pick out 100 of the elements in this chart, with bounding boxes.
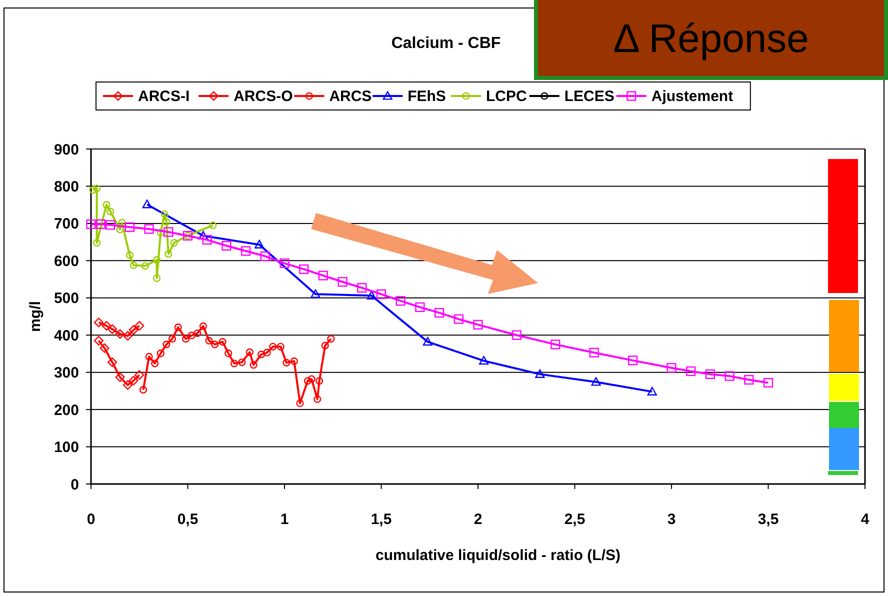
point xyxy=(321,342,329,350)
point xyxy=(116,226,124,234)
point xyxy=(666,363,676,373)
point xyxy=(202,235,212,245)
text: Δ Réponse xyxy=(613,17,809,61)
x-tick-label: 4 xyxy=(860,511,870,528)
point xyxy=(134,370,144,380)
point xyxy=(152,274,161,282)
x-tick-label: 3 xyxy=(667,511,676,528)
point xyxy=(316,377,324,385)
point xyxy=(299,264,309,274)
point xyxy=(250,361,258,369)
point xyxy=(100,343,110,353)
point xyxy=(512,330,522,340)
x-tick-label: 2 xyxy=(474,511,482,528)
point xyxy=(218,338,226,346)
point xyxy=(124,222,134,232)
point xyxy=(102,321,112,331)
point xyxy=(366,290,376,300)
point xyxy=(415,302,425,312)
point xyxy=(280,258,290,268)
point xyxy=(591,377,601,386)
y-tick-label: 700 xyxy=(54,216,79,233)
point xyxy=(209,222,217,230)
x-tick-label: 0 xyxy=(86,511,96,528)
point xyxy=(122,331,133,341)
point xyxy=(276,342,284,350)
point xyxy=(744,374,754,385)
chart-title: Calcium - CBF xyxy=(391,35,501,52)
legend-label: LCPC xyxy=(486,88,527,105)
legend-label: Ajustement xyxy=(651,88,734,105)
point xyxy=(118,218,126,226)
point xyxy=(308,375,316,383)
point xyxy=(260,251,270,261)
point xyxy=(168,335,176,343)
point xyxy=(211,340,219,348)
point xyxy=(182,335,190,343)
point xyxy=(156,228,164,236)
point xyxy=(160,210,168,218)
point xyxy=(222,240,232,251)
point xyxy=(152,256,161,264)
point xyxy=(164,250,172,258)
point xyxy=(142,200,152,208)
y-axis-title: mg/l xyxy=(27,301,44,332)
point xyxy=(282,358,290,366)
point xyxy=(376,289,386,299)
point xyxy=(290,357,298,365)
point xyxy=(93,239,101,247)
point xyxy=(93,184,101,192)
point xyxy=(162,340,170,348)
point xyxy=(162,218,170,226)
point xyxy=(174,323,182,332)
point xyxy=(102,201,110,209)
point xyxy=(263,348,271,356)
point xyxy=(134,321,144,331)
point xyxy=(304,377,312,385)
point xyxy=(357,283,367,293)
point xyxy=(724,371,734,381)
point xyxy=(705,369,715,379)
y-tick-label: 500 xyxy=(54,290,79,308)
point xyxy=(144,224,154,234)
point xyxy=(115,372,125,382)
point xyxy=(257,350,266,358)
point xyxy=(535,369,545,378)
point xyxy=(230,360,238,368)
point xyxy=(89,186,97,194)
point xyxy=(106,220,116,230)
point xyxy=(188,332,196,340)
point xyxy=(128,376,138,386)
point xyxy=(550,340,560,350)
point xyxy=(763,378,774,388)
x-tick-label: 1 xyxy=(280,511,289,528)
y-tick-label: 600 xyxy=(54,252,79,270)
point xyxy=(628,356,638,366)
y-tick-label: 0 xyxy=(70,476,79,494)
point xyxy=(170,239,178,247)
point xyxy=(194,329,202,338)
point xyxy=(139,386,148,394)
point xyxy=(128,325,138,335)
point xyxy=(94,318,104,328)
x-tick-label: 1,5 xyxy=(370,511,392,528)
point xyxy=(106,208,114,216)
x-tick-label: 2,5 xyxy=(564,511,586,528)
point xyxy=(205,336,213,344)
y-tick-label: 800 xyxy=(54,178,79,196)
point xyxy=(318,270,328,280)
point xyxy=(238,358,246,366)
point xyxy=(310,289,320,298)
point xyxy=(107,357,118,368)
x-tick-label: 0,5 xyxy=(177,511,198,528)
point xyxy=(96,219,106,229)
point xyxy=(151,360,159,368)
y-tick-label: 100 xyxy=(54,439,79,456)
legend-label: ARCS xyxy=(329,88,372,105)
point xyxy=(254,240,264,248)
y-tick-label: 200 xyxy=(54,402,79,419)
point xyxy=(246,348,254,356)
y-tick-label: 900 xyxy=(54,141,79,158)
legend-label: ARCS-O xyxy=(234,88,294,105)
point xyxy=(434,308,444,318)
